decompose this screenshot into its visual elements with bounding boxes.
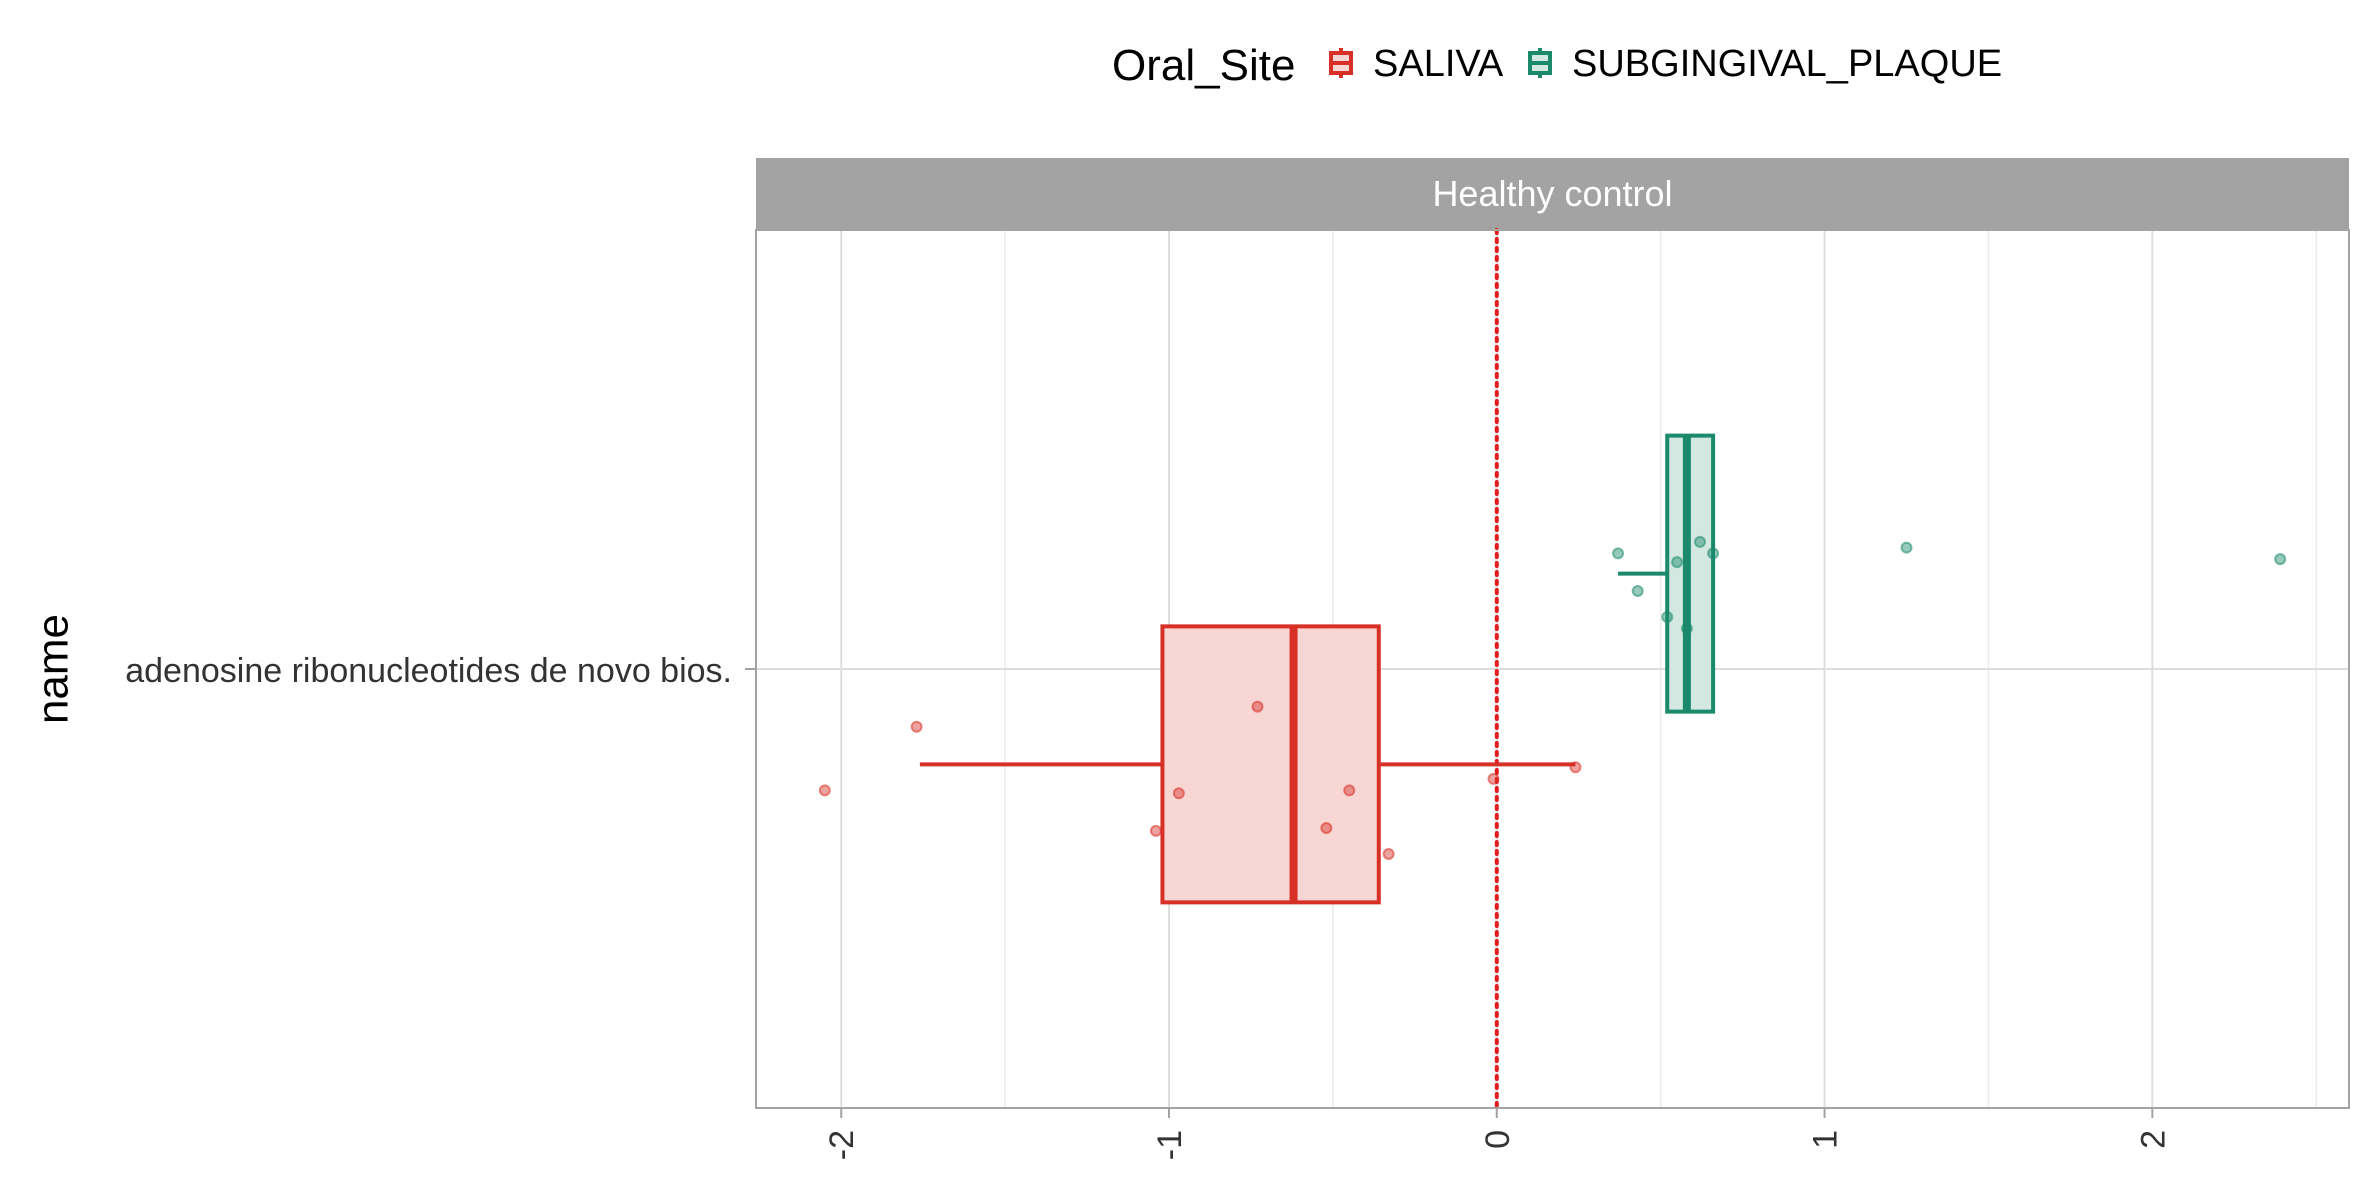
facet-label: Healthy control xyxy=(1432,173,1672,214)
data-point xyxy=(2274,553,2287,566)
data-point xyxy=(1382,847,1395,860)
data-point xyxy=(1487,772,1500,785)
points-subgingival-plaque xyxy=(1612,535,2287,635)
legend-title: Oral_Site xyxy=(1112,41,1295,90)
y-axis-title: name xyxy=(29,614,78,724)
box-subgingival-plaque xyxy=(1618,433,1716,714)
legend-key-subgingival-plaque xyxy=(1528,48,1552,78)
data-point xyxy=(1251,700,1264,713)
data-point xyxy=(1900,541,1913,554)
data-point xyxy=(910,720,923,733)
legend-label-subgingival-plaque: SUBGINGIVAL_PLAQUE xyxy=(1572,43,2002,85)
data-point xyxy=(1149,824,1162,837)
data-point xyxy=(1612,547,1625,560)
data-point xyxy=(1172,787,1185,800)
y-tick-label: adenosine ribonucleotides de novo bios. xyxy=(125,652,732,690)
data-point xyxy=(1631,584,1644,597)
x-tick-label: 0 xyxy=(1479,1130,1517,1149)
x-axis: -2 -1 0 1 2 xyxy=(823,1108,2172,1160)
data-point xyxy=(1343,784,1356,797)
x-tick-label: 1 xyxy=(1807,1130,1845,1149)
x-tick-label: -1 xyxy=(1151,1130,1189,1160)
legend: Oral_Site SALIVA SUBGINGIVAL_PLAQUE xyxy=(1112,41,2002,90)
box-saliva xyxy=(919,624,1576,905)
data-layer xyxy=(818,228,2287,1110)
data-point xyxy=(1694,535,1706,548)
data-point xyxy=(1671,556,1684,569)
data-point xyxy=(1569,761,1582,774)
box-body xyxy=(1160,624,1381,905)
data-point xyxy=(1680,622,1693,635)
data-point xyxy=(818,784,831,797)
data-point xyxy=(1707,547,1720,560)
data-point xyxy=(1661,610,1674,623)
legend-label-saliva: SALIVA xyxy=(1373,43,1504,85)
x-tick-label: 2 xyxy=(2134,1130,2172,1149)
x-tick-label: -2 xyxy=(823,1130,861,1160)
points-saliva xyxy=(818,700,1582,860)
facet-strip xyxy=(756,158,2349,230)
legend-key-saliva xyxy=(1329,48,1353,78)
data-point xyxy=(1320,821,1333,834)
